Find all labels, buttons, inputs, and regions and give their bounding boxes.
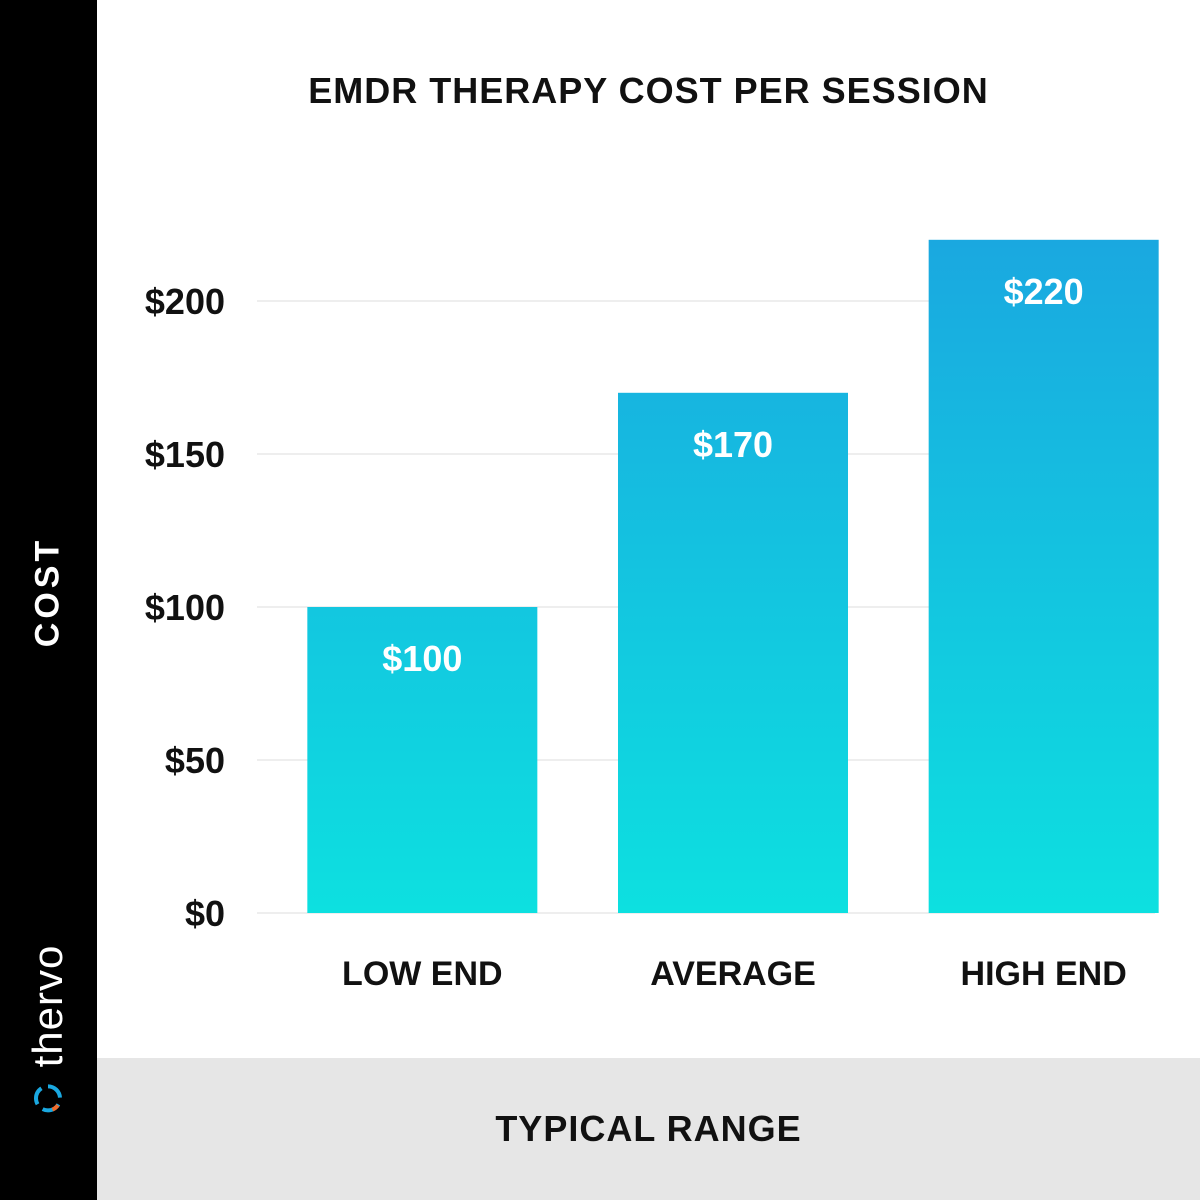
x-axis-footer: TYPICAL RANGE — [97, 1058, 1200, 1200]
x-axis-label: TYPICAL RANGE — [495, 1108, 802, 1149]
y-tick-label: $150 — [145, 434, 225, 475]
bar — [928, 239, 1159, 914]
x-tick-label: AVERAGE — [650, 955, 816, 993]
bar-value-label: $170 — [693, 424, 773, 465]
thervo-ring-logo-icon — [34, 1084, 62, 1113]
brand-mark: thervo — [24, 945, 72, 1116]
x-tick-label: HIGH END — [961, 955, 1127, 993]
brand-name: thervo — [24, 944, 71, 1068]
bar-value-label: $100 — [382, 638, 462, 679]
x-tick-label: LOW END — [342, 955, 503, 993]
y-tick-label: $50 — [165, 740, 225, 781]
y-tick-label: $100 — [145, 587, 225, 628]
bar-value-label: $220 — [1004, 271, 1084, 312]
y-tick-label: $200 — [145, 281, 225, 322]
bar — [307, 607, 538, 913]
chart-title: EMDR THERAPY COST PER SESSION — [308, 70, 989, 111]
y-axis-label: COST — [28, 536, 67, 648]
brand-sidebar: COST thervo — [0, 0, 97, 1200]
y-tick-label: $0 — [185, 893, 225, 934]
bar — [618, 392, 848, 913]
bar-chart: $0 $50 $100 $150 $200 $100 LOW END $170 AVERAGE $… — [145, 239, 1159, 993]
